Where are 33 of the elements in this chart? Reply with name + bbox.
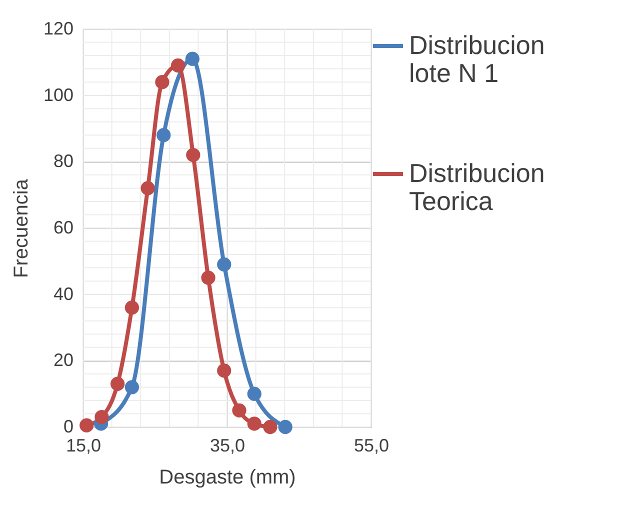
point bbox=[247, 416, 262, 431]
x-axis-title: Desgaste (mm) bbox=[159, 466, 296, 488]
y-tick-label: 20 bbox=[53, 350, 74, 370]
point bbox=[201, 270, 216, 285]
point bbox=[124, 300, 140, 315]
y-tick-label: 40 bbox=[53, 284, 74, 304]
x-tick-label: 15,0 bbox=[66, 436, 102, 456]
point bbox=[110, 376, 125, 391]
point bbox=[156, 128, 171, 142]
point bbox=[186, 148, 200, 162]
y-axis-title: Frecuencia bbox=[10, 178, 32, 278]
point bbox=[232, 403, 246, 418]
point bbox=[217, 364, 232, 378]
y-tick-label: 60 bbox=[53, 218, 74, 238]
point bbox=[140, 181, 155, 196]
point bbox=[278, 420, 292, 434]
point bbox=[170, 58, 186, 73]
y-tick-label: 80 bbox=[53, 151, 74, 172]
point bbox=[185, 52, 200, 66]
point bbox=[80, 418, 94, 432]
y-tick-label: 120 bbox=[43, 18, 74, 38]
legend-label: Distribucion Teorica bbox=[409, 158, 545, 216]
point bbox=[155, 75, 170, 90]
y-tick-label: 0 bbox=[63, 416, 74, 436]
point bbox=[94, 410, 109, 424]
point bbox=[217, 257, 232, 272]
y-tick-label: 100 bbox=[43, 84, 74, 105]
x-tick-label: 55,0 bbox=[354, 436, 390, 456]
x-tick-label: 35,0 bbox=[210, 436, 246, 456]
point bbox=[247, 386, 262, 401]
point bbox=[263, 420, 278, 434]
point bbox=[124, 380, 140, 394]
legend-label: Distribucion lote N 1 bbox=[409, 30, 545, 88]
